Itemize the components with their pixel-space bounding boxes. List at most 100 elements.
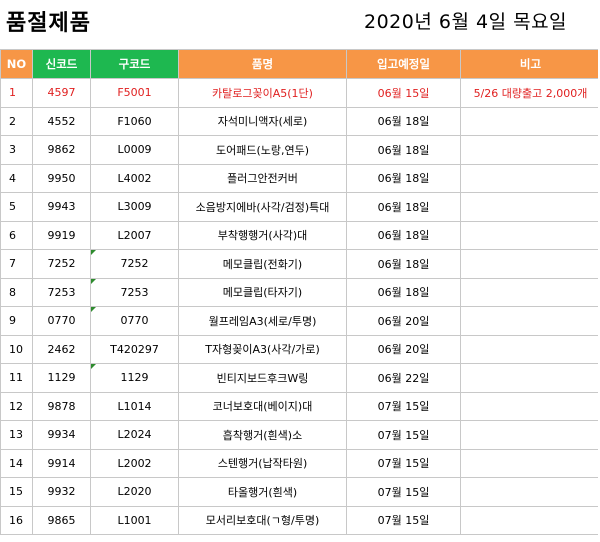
- cell-eta[interactable]: 06월 18일: [346, 135, 461, 165]
- cell-eta[interactable]: 06월 18일: [346, 277, 461, 307]
- sheet-title[interactable]: 품절제품: [6, 11, 91, 36]
- cell-product-name[interactable]: 도어패드(노랑,연두): [178, 135, 347, 165]
- cell-product-name[interactable]: 카탈로그꽂이A5(1단): [178, 78, 347, 108]
- cell-note[interactable]: [460, 106, 600, 136]
- cell-product-name[interactable]: 월프레임A3(세로/투명): [178, 306, 347, 336]
- header-product-name[interactable]: 품명: [178, 49, 347, 79]
- cell-no[interactable]: 13: [0, 420, 33, 450]
- cell-no[interactable]: 7: [0, 249, 33, 279]
- cell-eta[interactable]: 06월 15일: [346, 78, 461, 108]
- cell-new-code[interactable]: 9932: [32, 477, 91, 507]
- cell-eta[interactable]: 06월 18일: [346, 106, 461, 136]
- header-old-code[interactable]: 구코드: [90, 49, 179, 79]
- cell-new-code[interactable]: 9862: [32, 135, 91, 165]
- cell-product-name[interactable]: 메모클립(타자기): [178, 277, 347, 307]
- cell-new-code[interactable]: 9914: [32, 448, 91, 478]
- cell-product-name[interactable]: 코너보호대(베이지)대: [178, 391, 347, 421]
- cell-new-code[interactable]: 9865: [32, 505, 91, 535]
- cell-product-name[interactable]: 메모클립(전화기): [178, 249, 347, 279]
- cell-eta[interactable]: 07월 15일: [346, 505, 461, 535]
- cell-new-code[interactable]: 4597: [32, 78, 91, 108]
- cell-old-code[interactable]: 7252: [90, 249, 179, 279]
- cell-old-code[interactable]: L2002: [90, 448, 179, 478]
- cell-product-name[interactable]: 흡착행거(흰색)소: [178, 420, 347, 450]
- cell-eta[interactable]: 06월 18일: [346, 220, 461, 250]
- cell-note[interactable]: [460, 363, 600, 393]
- cell-no[interactable]: 6: [0, 220, 33, 250]
- cell-eta[interactable]: 06월 20일: [346, 334, 461, 364]
- cell-old-code[interactable]: 0770: [90, 306, 179, 336]
- cell-new-code[interactable]: 7252: [32, 249, 91, 279]
- cell-old-code[interactable]: 1129: [90, 363, 179, 393]
- cell-new-code[interactable]: 7253: [32, 277, 91, 307]
- cell-old-code[interactable]: L1014: [90, 391, 179, 421]
- cell-old-code[interactable]: L2007: [90, 220, 179, 250]
- cell-no[interactable]: 5: [0, 192, 33, 222]
- cell-new-code[interactable]: 0770: [32, 306, 91, 336]
- cell-eta[interactable]: 07월 15일: [346, 391, 461, 421]
- cell-product-name[interactable]: 스텐행거(납작타원): [178, 448, 347, 478]
- cell-old-code[interactable]: F1060: [90, 106, 179, 136]
- cell-eta[interactable]: 06월 20일: [346, 306, 461, 336]
- cell-product-name[interactable]: 타올행거(흰색): [178, 477, 347, 507]
- cell-new-code[interactable]: 1129: [32, 363, 91, 393]
- cell-note[interactable]: [460, 448, 600, 478]
- cell-eta[interactable]: 06월 18일: [346, 192, 461, 222]
- cell-old-code[interactable]: L2020: [90, 477, 179, 507]
- cell-new-code[interactable]: 4552: [32, 106, 91, 136]
- cell-old-code[interactable]: L1001: [90, 505, 179, 535]
- cell-note[interactable]: [460, 135, 600, 165]
- cell-eta[interactable]: 07월 15일: [346, 477, 461, 507]
- cell-no[interactable]: 11: [0, 363, 33, 393]
- cell-no[interactable]: 10: [0, 334, 33, 364]
- cell-new-code[interactable]: 9943: [32, 192, 91, 222]
- cell-no[interactable]: 15: [0, 477, 33, 507]
- header-eta[interactable]: 입고예정일: [346, 49, 461, 79]
- cell-new-code[interactable]: 2462: [32, 334, 91, 364]
- cell-new-code[interactable]: 9878: [32, 391, 91, 421]
- cell-note[interactable]: [460, 306, 600, 336]
- cell-note[interactable]: [460, 163, 600, 193]
- cell-old-code[interactable]: L3009: [90, 192, 179, 222]
- cell-no[interactable]: 3: [0, 135, 33, 165]
- cell-product-name[interactable]: T자형꽂이A3(사각/가로): [178, 334, 347, 364]
- cell-note[interactable]: [460, 477, 600, 507]
- cell-new-code[interactable]: 9934: [32, 420, 91, 450]
- cell-no[interactable]: 8: [0, 277, 33, 307]
- cell-no[interactable]: 12: [0, 391, 33, 421]
- cell-note[interactable]: [460, 277, 600, 307]
- cell-no[interactable]: 2: [0, 106, 33, 136]
- cell-note[interactable]: [460, 192, 600, 222]
- cell-eta[interactable]: 07월 15일: [346, 420, 461, 450]
- cell-product-name[interactable]: 소음방지에바(사각/검정)특대: [178, 192, 347, 222]
- cell-old-code[interactable]: F5001: [90, 78, 179, 108]
- cell-old-code[interactable]: T420297: [90, 334, 179, 364]
- cell-no[interactable]: 14: [0, 448, 33, 478]
- cell-product-name[interactable]: 자석미니액자(세로): [178, 106, 347, 136]
- cell-eta[interactable]: 06월 18일: [346, 249, 461, 279]
- cell-note[interactable]: [460, 334, 600, 364]
- cell-product-name[interactable]: 플러그안전커버: [178, 163, 347, 193]
- header-new-code[interactable]: 신코드: [32, 49, 91, 79]
- cell-eta[interactable]: 07월 15일: [346, 448, 461, 478]
- cell-product-name[interactable]: 빈티지보드후크W링: [178, 363, 347, 393]
- cell-note[interactable]: [460, 220, 600, 250]
- cell-no[interactable]: 4: [0, 163, 33, 193]
- cell-old-code[interactable]: L0009: [90, 135, 179, 165]
- cell-note[interactable]: [460, 249, 600, 279]
- cell-note[interactable]: [460, 420, 600, 450]
- cell-no[interactable]: 9: [0, 306, 33, 336]
- cell-no[interactable]: 16: [0, 505, 33, 535]
- cell-eta[interactable]: 06월 22일: [346, 363, 461, 393]
- cell-new-code[interactable]: 9919: [32, 220, 91, 250]
- cell-note[interactable]: [460, 391, 600, 421]
- cell-old-code[interactable]: L2024: [90, 420, 179, 450]
- sheet-date[interactable]: 2020년 6월 4일 목요일: [364, 11, 568, 33]
- header-no[interactable]: NO: [0, 49, 33, 79]
- cell-old-code[interactable]: L4002: [90, 163, 179, 193]
- cell-note[interactable]: 5/26 대량출고 2,000개: [460, 78, 600, 108]
- cell-no[interactable]: 1: [0, 78, 33, 108]
- cell-product-name[interactable]: 부착행행거(사각)대: [178, 220, 347, 250]
- cell-note[interactable]: [460, 505, 600, 535]
- cell-old-code[interactable]: 7253: [90, 277, 179, 307]
